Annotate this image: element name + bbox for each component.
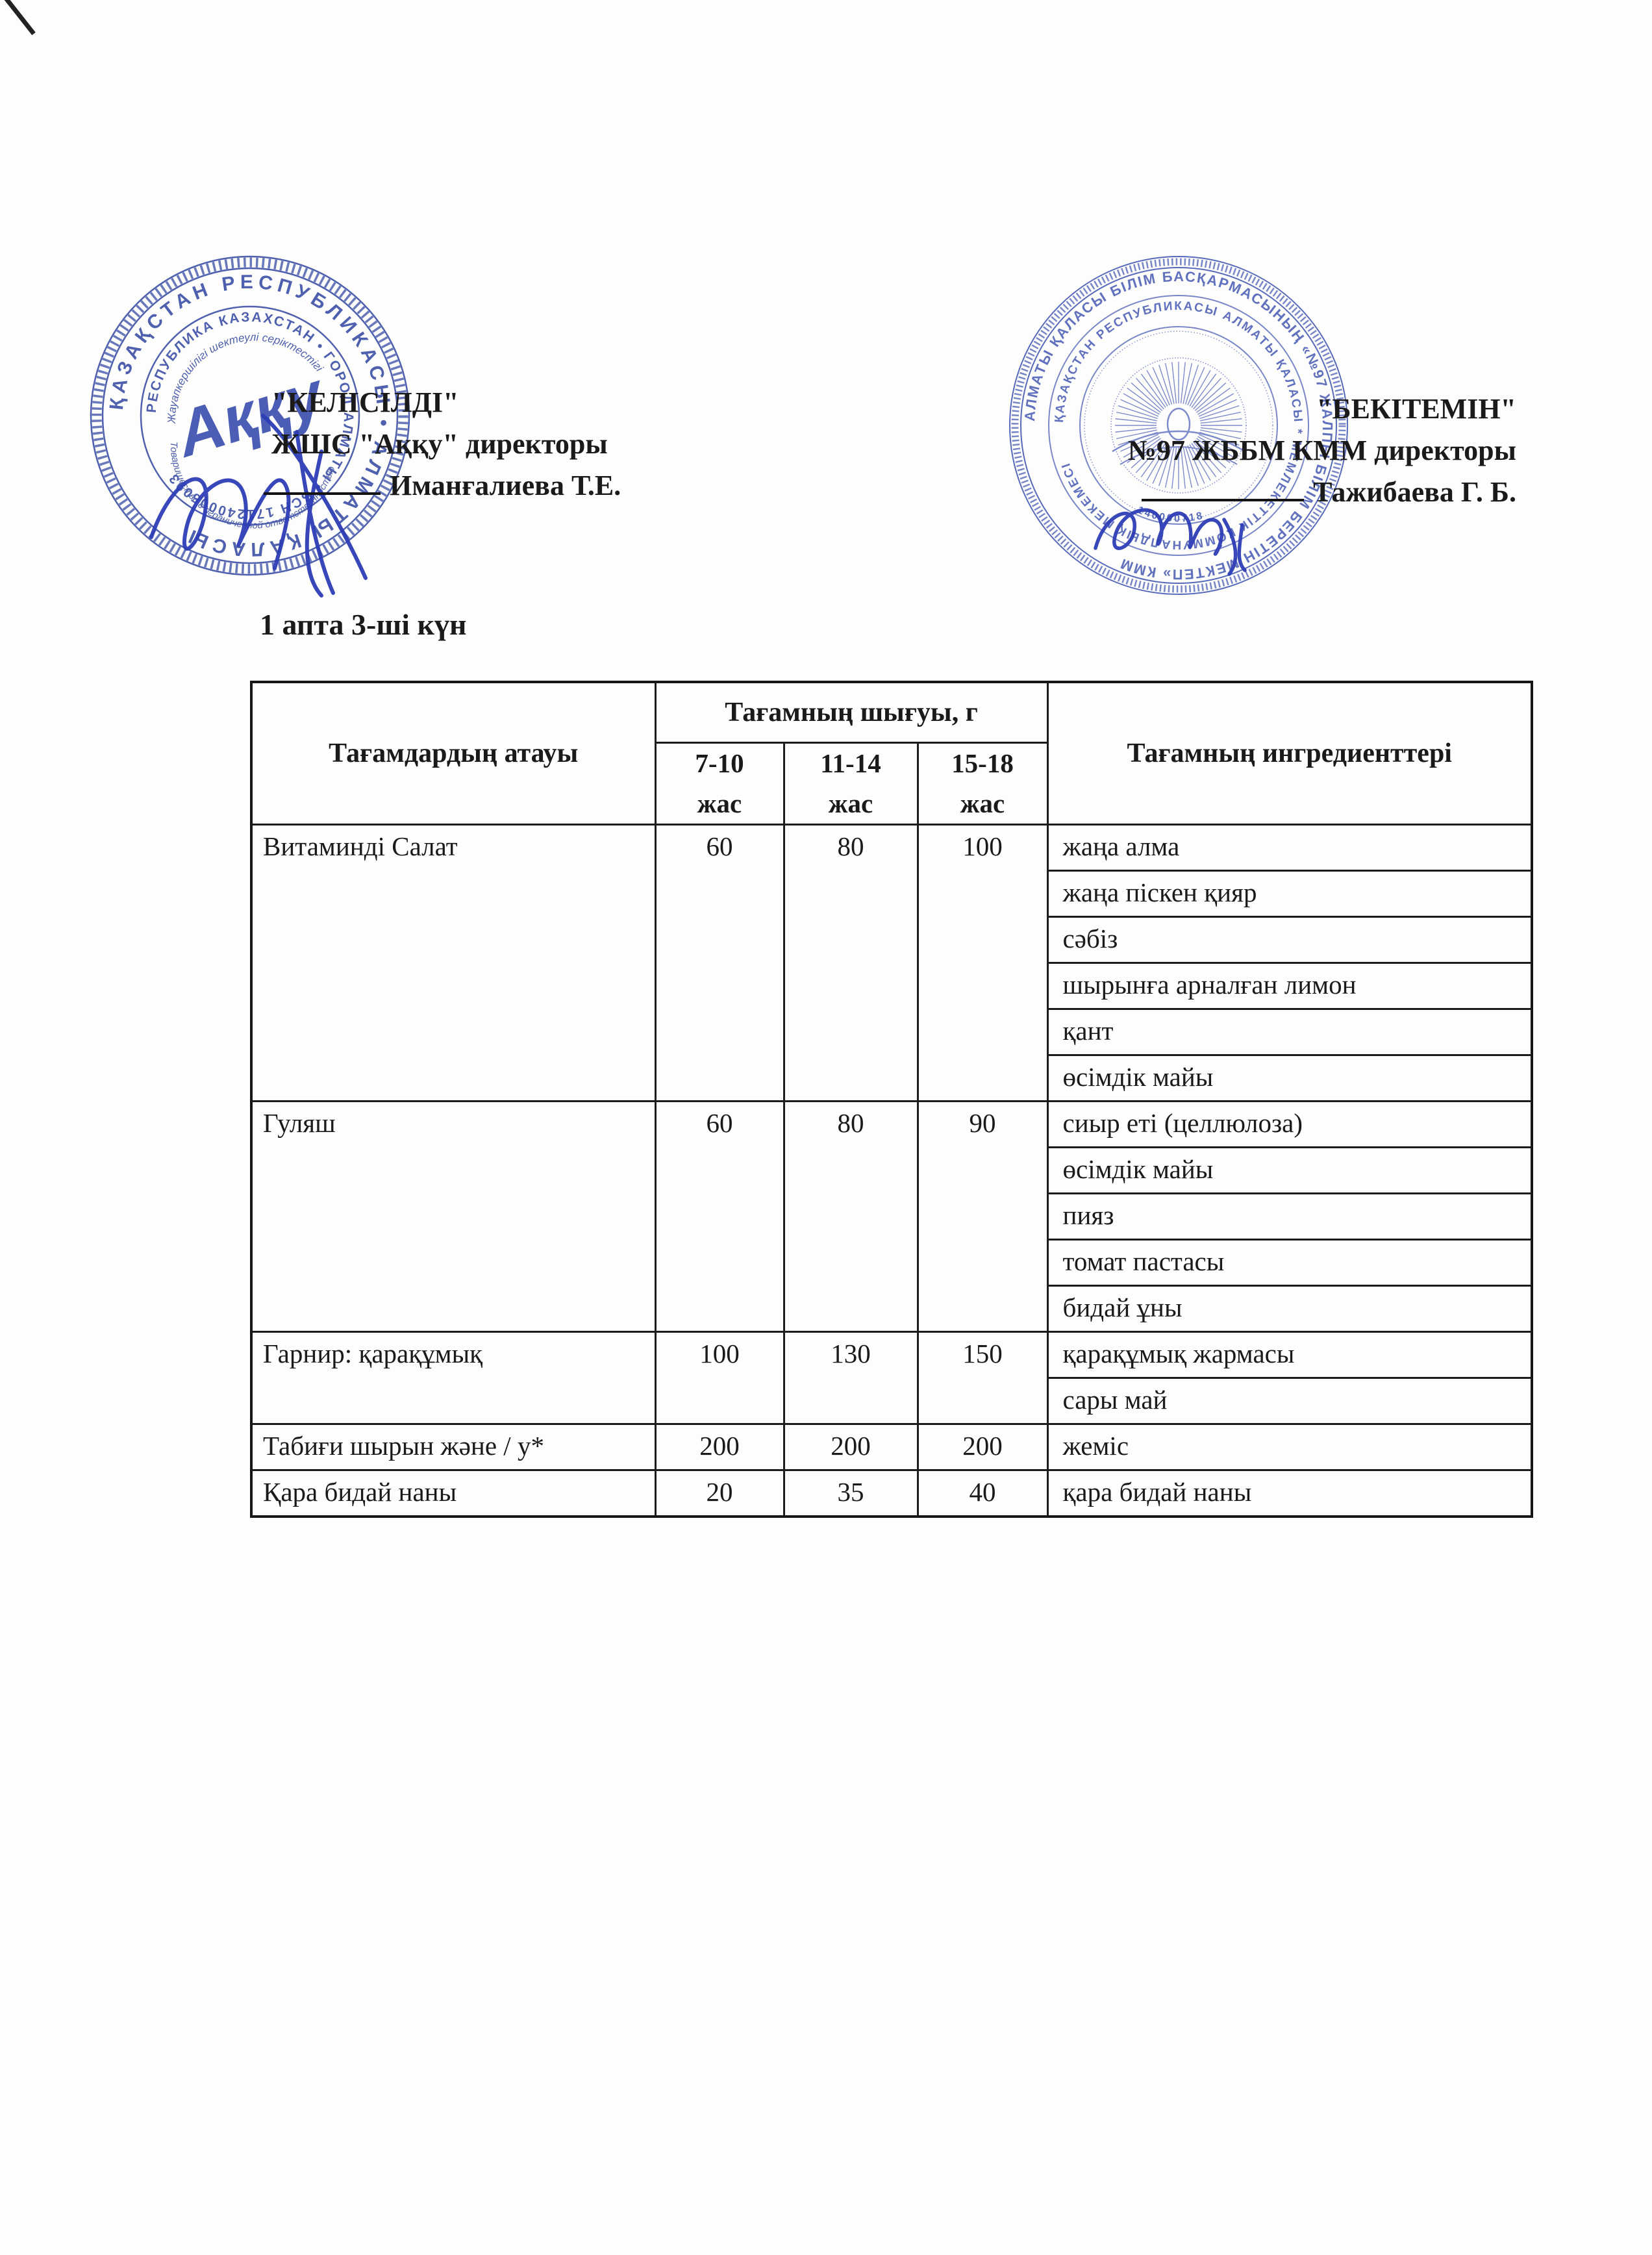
portion-cell: 200 [782,1423,919,1471]
approval-status: "КЕЛІСІЛДІ" [271,386,459,418]
table-row: Гуляш 60 80 90 сиыр еті (целлюлоза) [250,1100,1533,1333]
ingredient-cell: сәбіз [1046,916,1533,964]
portion-cell: 60 [654,1100,785,1333]
ingredient-cell: жаңа алма [1046,824,1533,872]
portion-cell: 100 [916,824,1049,1102]
ingredient-cell: қарақұмық жармасы [1046,1331,1533,1379]
col-header-age-15-18: 15-18 жас [916,742,1049,825]
tazhibaeva-signature [1094,508,1247,576]
dish-name-cell: Гарнир: қарақұмық [250,1331,657,1425]
col-header-dish: Тағамдардың атауы [250,681,657,825]
ingredient-cell: өсімдік майы [1046,1146,1533,1194]
table-row: сары май [251,1377,1533,1425]
table-row: өсімдік майы [251,1146,1533,1194]
dish-name-cell: Витаминді Салат [250,824,657,1102]
dish-name-cell: Гуляш [250,1100,657,1333]
portion-cell: 130 [782,1331,919,1425]
ingredient-cell: томат пастасы [1046,1239,1533,1287]
dish-name-cell: Табиғи шырын және / у* [250,1423,657,1471]
col-header-output: Тағамның шығуы, г [654,681,1049,744]
approval-name-line: Тажибаева Г. Б. [1101,472,1516,513]
ingredient-cell: сиыр еті (целлюлоза) [1046,1100,1533,1148]
table-row: Табиғи шырын және / у* 200 200 200 жеміс [250,1423,1533,1471]
akku-company-stamp: ҚАЗАҚСТАН РЕСПУБЛИКАСЫ • АЛМАТЫ ҚАЛАСЫ Р… [90,255,410,576]
portion-cell: 200 [654,1423,785,1471]
approval-name-line: Иманғалиева Т.Е. [264,465,621,507]
portion-cell: 20 [654,1469,785,1518]
menu-table-body: Витаминді Салат 60 80 100 жаңа алма жаңа піск… [250,824,1533,1518]
dish-name-cell: Қара бидай наны [250,1469,657,1518]
col-header-ingredients: Тағамның ингредиенттері [1046,681,1533,825]
ingredient-cell: сары май [1046,1377,1533,1425]
week-day-title: 1 апта 3-ші күн [260,608,467,641]
table-row: жаңа піскен қияр [251,870,1533,918]
state-emblem [1110,357,1247,494]
portion-cell: 200 [916,1423,1049,1471]
menu-table-header: Тағамдардың атауы Тағамның шығуы, г Таға… [250,681,1533,825]
ingredient-cell: пияз [1046,1192,1533,1241]
portion-cell: 150 [916,1331,1049,1425]
header-row-1: Тағамдардың атауы Тағамның шығуы, г Таға… [250,681,1533,825]
approval-role: ЖШС "Аққу" директоры [271,427,608,460]
col-header-age-7-10: 7-10 жас [654,742,785,825]
ingredient-cell: шырынға арналған лимон [1046,962,1533,1010]
table-row: қант [251,1008,1533,1056]
portion-cell: 60 [654,824,785,1102]
emblem-rays [1115,362,1242,489]
portion-cell: 90 [916,1100,1049,1333]
table-row: өсімдік майы [251,1054,1533,1102]
approver-name: Иманғалиева Т.Е. [390,469,621,501]
menu-table: Тағамдардың атауы Тағамның шығуы, г Таға… [250,681,1533,1518]
table-row: Қара бидай наны 20 35 40 қара бидай наны [250,1469,1533,1518]
portion-cell: 100 [654,1331,785,1425]
table-row: томат пастасы [251,1239,1533,1287]
ingredient-cell: жеміс [1046,1423,1533,1471]
col-header-age-11-14: 11-14 жас [782,742,919,825]
approval-block-right: "БЕКІТЕМІН" №97 ЖББМ КММ директоры Тажиб… [1101,388,1516,512]
scan-corner-artifact [4,0,36,36]
ingredient-cell: қара бидай наны [1046,1469,1533,1518]
imangalieva-signature [149,414,368,598]
school-97-stamp: АЛМАТЫ ҚАЛАСЫ БІЛІМ БАСҚАРМАСЫНЫҢ «№97 Ж… [1009,256,1348,595]
ingredient-cell: өсімдік майы [1046,1054,1533,1102]
signature-line [1142,477,1305,501]
ingredient-cell: бидай ұны [1046,1285,1533,1333]
approval-block-left: "КЕЛІСІЛДІ" ЖШС "Аққу" директоры Иманғал… [264,382,621,507]
portion-cell: 40 [916,1469,1049,1518]
signature-line [264,470,381,495]
header-row-2: 7-10 жас 11-14 жас 15-18 жас [251,742,1532,825]
portion-cell: 80 [782,824,919,1102]
table-row: сәбіз [251,916,1533,964]
approval-role: №97 ЖББМ КММ директоры [1127,434,1516,466]
table-row: шырынға арналған лимон [251,962,1533,1010]
table-row: Витаминді Салат 60 80 100 жаңа алма [250,824,1533,1102]
approval-status: "БЕКІТЕМІН" [1316,393,1516,425]
approver-name: Тажибаева Г. Б. [1313,475,1516,508]
table-row: Гарнир: қарақұмық 100 130 150 қарақұмық жарм… [250,1331,1533,1425]
ingredient-cell: жаңа піскен қияр [1046,870,1533,918]
table-row: бидай ұны [251,1285,1533,1333]
table-row: пияз [251,1192,1533,1241]
portion-cell: 80 [782,1100,919,1333]
portion-cell: 35 [782,1469,919,1518]
ingredient-cell: қант [1046,1008,1533,1056]
